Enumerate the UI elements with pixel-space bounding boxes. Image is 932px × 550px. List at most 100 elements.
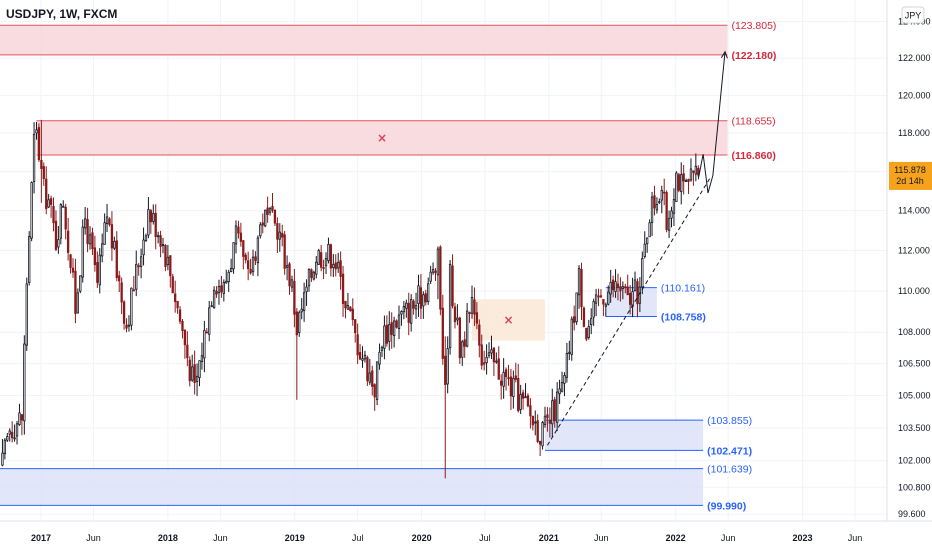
- candle: [575, 292, 578, 325]
- candle-body-bear: [682, 173, 685, 182]
- candle: [483, 350, 486, 371]
- candle: [125, 318, 128, 333]
- candle: [619, 277, 622, 302]
- candle-body-bear: [616, 283, 620, 288]
- candle-body-bear: [271, 205, 274, 211]
- candle-body-bull: [672, 199, 676, 214]
- price-tick-label: 100.800: [898, 482, 931, 492]
- candle-body-bear: [244, 254, 247, 261]
- candle-body-bear: [293, 280, 296, 315]
- candle: [300, 298, 303, 320]
- candle-body-bull: [30, 182, 33, 239]
- candle: [147, 197, 150, 239]
- support-trendline[interactable]: [546, 177, 711, 446]
- zone-support-mid[interactable]: [605, 287, 657, 317]
- candle: [436, 246, 440, 300]
- candle-body-bear: [320, 252, 323, 268]
- zone-label-bottom: (116.860): [731, 150, 775, 162]
- zone-resistance-upper[interactable]: [0, 24, 728, 56]
- candle: [62, 200, 65, 208]
- candle-body-bull: [346, 305, 350, 310]
- candle-body-bull: [427, 283, 430, 302]
- candle: [609, 269, 612, 303]
- candle: [171, 274, 174, 294]
- candle-body-bull: [456, 317, 459, 321]
- time-axis[interactable]: 2017 Jun 2018 Jun 2019 Jul 2020 Jul 2021 Jun 2022 J…: [31, 533, 862, 543]
- candle: [18, 403, 21, 426]
- zone-support-low[interactable]: [544, 419, 704, 451]
- candle-body-bear: [341, 273, 345, 304]
- candle-body-bull: [487, 352, 491, 356]
- candle-body-bull: [32, 134, 36, 182]
- candle: [456, 304, 459, 326]
- candle: [536, 414, 539, 444]
- candle: [633, 271, 637, 292]
- candle-body-bear: [602, 299, 605, 305]
- candle-body-bear: [181, 321, 184, 331]
- candle-body-bear: [497, 358, 500, 380]
- candle: [215, 286, 218, 298]
- candle-body-bear: [339, 260, 342, 277]
- candle-body-bull: [621, 286, 625, 289]
- candle: [285, 255, 289, 281]
- candle: [324, 252, 328, 274]
- candle: [344, 300, 347, 319]
- candle-body-bear: [71, 267, 75, 273]
- drawings[interactable]: [546, 50, 728, 446]
- candle-body-bear: [582, 307, 586, 327]
- candle: [91, 227, 94, 255]
- currency-badge[interactable]: JPY: [901, 6, 925, 24]
- candle-body-bull: [166, 256, 170, 266]
- candle: [687, 178, 690, 194]
- zones[interactable]: ××: [0, 24, 728, 506]
- candle: [577, 265, 581, 309]
- candle-body-bull: [465, 310, 469, 347]
- candle: [276, 217, 279, 253]
- candle-body-bear: [125, 324, 128, 329]
- candle: [256, 235, 260, 277]
- candle-body-bull: [361, 358, 364, 361]
- candle-body-bull: [543, 415, 547, 425]
- candle: [655, 197, 659, 214]
- candle: [383, 315, 386, 360]
- candle-body-bull: [139, 256, 143, 267]
- candle: [113, 236, 116, 251]
- currency-badge-label: JPY: [905, 11, 922, 21]
- candle: [52, 197, 55, 232]
- candle-body-bear: [86, 219, 89, 245]
- candle: [108, 217, 111, 227]
- candle: [492, 347, 496, 377]
- projection-path[interactable]: [697, 51, 726, 194]
- candle: [441, 294, 444, 365]
- candle-body-bull: [101, 243, 104, 257]
- candle: [139, 248, 143, 279]
- candle: [663, 178, 666, 206]
- candle: [86, 207, 89, 253]
- candle: [225, 269, 228, 284]
- candle: [614, 269, 617, 298]
- candle: [480, 334, 483, 370]
- zone-resistance-lower[interactable]: ×: [36, 120, 728, 156]
- zone-supply-orange[interactable]: ×: [472, 299, 545, 341]
- candle-body-bull: [79, 275, 82, 292]
- candle-body-bear: [115, 240, 118, 278]
- candle: [188, 356, 191, 387]
- candle-body-bear: [354, 319, 357, 334]
- candle: [115, 231, 118, 282]
- candle-body-bear: [500, 380, 503, 386]
- candle: [448, 260, 452, 355]
- candle: [463, 331, 466, 358]
- candle-body-bear: [288, 263, 291, 287]
- candle-body-bull: [144, 235, 148, 242]
- candle-body-bear: [538, 440, 542, 445]
- candle: [249, 258, 252, 275]
- candle: [590, 308, 593, 335]
- candle-body-bear: [193, 364, 196, 383]
- candle: [178, 306, 182, 325]
- candle: [519, 384, 522, 414]
- price-tick-label: 118.000: [898, 128, 930, 138]
- zone-support-base[interactable]: [0, 468, 704, 506]
- candle-body-bull: [524, 396, 527, 399]
- candle: [69, 253, 72, 274]
